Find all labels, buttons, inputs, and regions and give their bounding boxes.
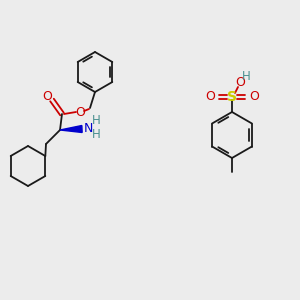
Text: O: O (75, 106, 85, 118)
Text: O: O (249, 91, 259, 103)
Text: O: O (42, 91, 52, 103)
Polygon shape (60, 125, 82, 133)
Text: N: N (83, 122, 93, 134)
Text: H: H (92, 115, 100, 128)
Text: H: H (92, 128, 100, 142)
Text: S: S (227, 90, 237, 104)
Text: O: O (205, 91, 215, 103)
Text: O: O (235, 76, 245, 88)
Text: H: H (242, 70, 250, 83)
